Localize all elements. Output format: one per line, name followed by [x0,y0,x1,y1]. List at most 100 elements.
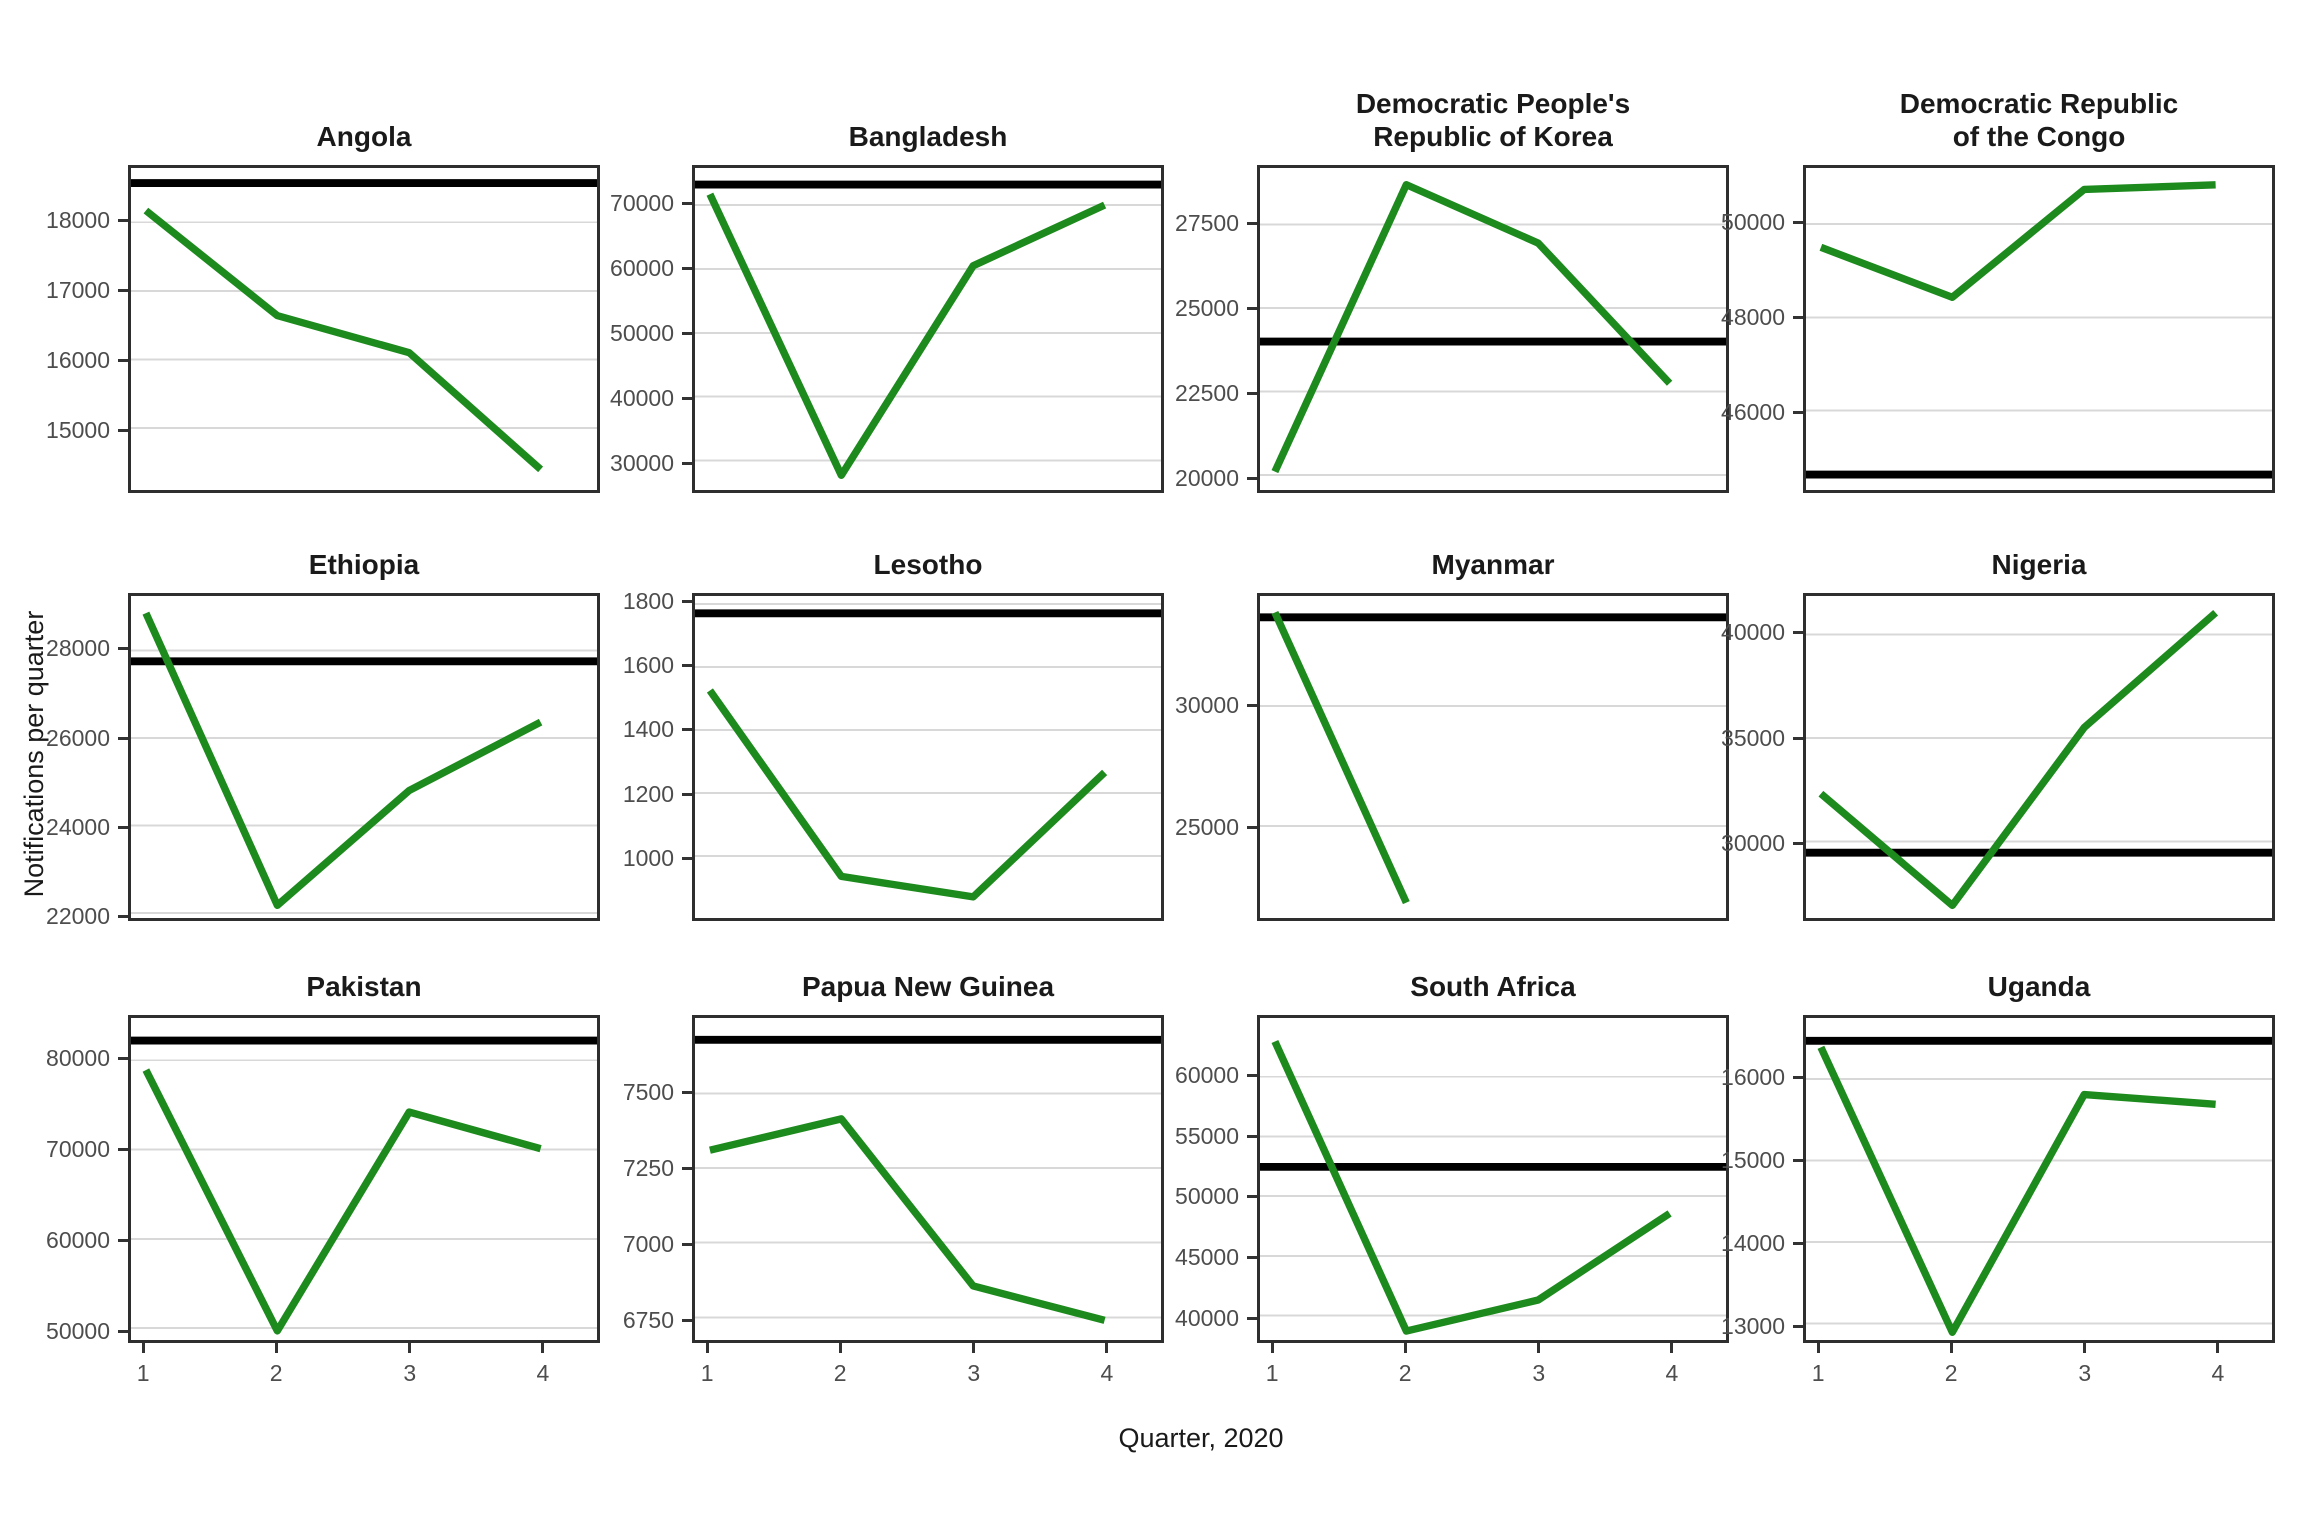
y-tick-label: 45000 [1175,1244,1239,1271]
y-tick-label: 1200 [622,780,674,807]
y-tick-mark [1247,476,1257,480]
x-tick-mark [1537,1343,1541,1353]
facet-panel-nigeria [1803,593,2275,921]
y-tick-label: 70000 [610,189,674,216]
y-tick-label: 50000 [1175,1183,1239,1210]
facet-title-democratic-republic-of-the-congo: Democratic Republic of the Congo [1899,88,2179,152]
y-tick-mark [118,1329,128,1333]
y-tick-mark [1793,411,1803,415]
y-tick-mark [682,266,692,270]
facet-chart-svg [131,179,597,473]
facet-chart-svg [1806,1036,2272,1336]
facet-chart-svg [1260,611,1726,905]
facet-panel-ethiopia [128,593,600,921]
y-tick-label: 55000 [1175,1122,1239,1149]
y-tick-label: 35000 [1721,724,1785,751]
y-tick-label: 22500 [1175,379,1239,406]
y-tick-mark [1247,306,1257,310]
facet-chart-svg [1260,1040,1726,1335]
y-tick-label: 24000 [46,813,110,840]
x-tick-label: 1 [1811,1360,1825,1386]
x-tick-label: 1 [700,1360,714,1386]
y-tick-mark [118,429,128,433]
y-tick-mark [682,600,692,604]
y-tick-mark [1247,1256,1257,1260]
x-tick-mark [1403,1343,1407,1353]
x-tick-mark [1949,1343,1953,1353]
y-tick-label: 20000 [1175,464,1239,491]
y-tick-mark [682,856,692,860]
y-tick-mark [682,396,692,400]
x-tick-mark [1816,1343,1820,1353]
y-tick-mark [682,331,692,335]
y-tick-label: 7000 [622,1230,674,1257]
y-tick-label: 30000 [610,450,674,477]
facet-chart-svg [131,611,597,915]
x-tick-label: 4 [1665,1360,1679,1386]
facet-title-angola: Angola [316,121,412,152]
x-tick-label: 2 [1944,1360,1958,1386]
x-axis-label: Quarter, 2020 [1118,1423,1284,1453]
y-tick-mark [682,1166,692,1170]
y-tick-mark [118,359,128,363]
y-tick-mark [118,1057,128,1061]
facet-panel-uganda [1803,1015,2275,1343]
y-tick-label: 17000 [46,277,110,304]
notifications-line [1271,1040,1672,1335]
y-tick-mark [1793,1324,1803,1328]
y-tick-mark [1793,1159,1803,1163]
x-tick-mark [2083,1343,2087,1353]
y-tick-mark [118,647,128,651]
y-tick-mark [1793,736,1803,740]
facet-panel-democratic-people-s-republic-of-korea [1257,165,1729,493]
facet-chart-svg [695,1035,1161,1324]
notifications-line [1271,181,1673,474]
notifications-line [1271,611,1410,905]
y-tick-label: 50000 [46,1317,110,1344]
facet-panel-bangladesh [692,165,1164,493]
y-tick-mark [118,825,128,829]
y-tick-mark [1247,1134,1257,1138]
y-tick-mark [1793,841,1803,845]
notifications-line [1818,609,2219,910]
y-tick-label: 40000 [1175,1305,1239,1332]
notifications-line [142,611,543,909]
notifications-line [1819,181,2216,301]
x-tick-mark [141,1343,145,1353]
y-tick-label: 80000 [46,1045,110,1072]
y-tick-label: 15000 [46,417,110,444]
y-tick-mark [682,1242,692,1246]
facet-panel-pakistan [128,1015,600,1343]
x-tick-mark [1670,1343,1674,1353]
y-tick-mark [1247,1195,1257,1199]
y-tick-label: 50000 [610,319,674,346]
y-tick-mark [1793,316,1803,320]
x-tick-label: 3 [403,1360,417,1386]
y-tick-label: 60000 [1175,1061,1239,1088]
y-tick-label: 16000 [1721,1064,1785,1091]
notifications-line [142,1068,542,1335]
y-tick-mark [1247,391,1257,395]
notifications-line [706,688,1108,901]
facet-panel-papua-new-guinea [692,1015,1164,1343]
y-tick-mark [1247,221,1257,225]
y-tick-label: 1400 [622,716,674,743]
facet-title-uganda: Uganda [1987,971,2091,1002]
y-tick-label: 13000 [1721,1312,1785,1339]
y-tick-mark [682,728,692,732]
x-tick-mark [274,1343,278,1353]
notifications-line [143,207,544,473]
x-tick-label: 3 [967,1360,981,1386]
facet-title-democratic-people-s-republic-of-korea: Democratic People's Republic of Korea [1355,88,1631,152]
y-tick-mark [118,736,128,740]
y-tick-mark [118,1148,128,1152]
y-tick-label: 46000 [1721,399,1785,426]
y-tick-mark [1793,631,1803,635]
facet-panel-angola [128,165,600,493]
y-tick-label: 16000 [46,347,110,374]
facet-panel-democratic-republic-of-the-congo [1803,165,2275,493]
y-tick-mark [682,201,692,205]
y-tick-mark [682,1090,692,1094]
y-tick-label: 48000 [1721,304,1785,331]
y-tick-label: 7250 [622,1154,674,1181]
